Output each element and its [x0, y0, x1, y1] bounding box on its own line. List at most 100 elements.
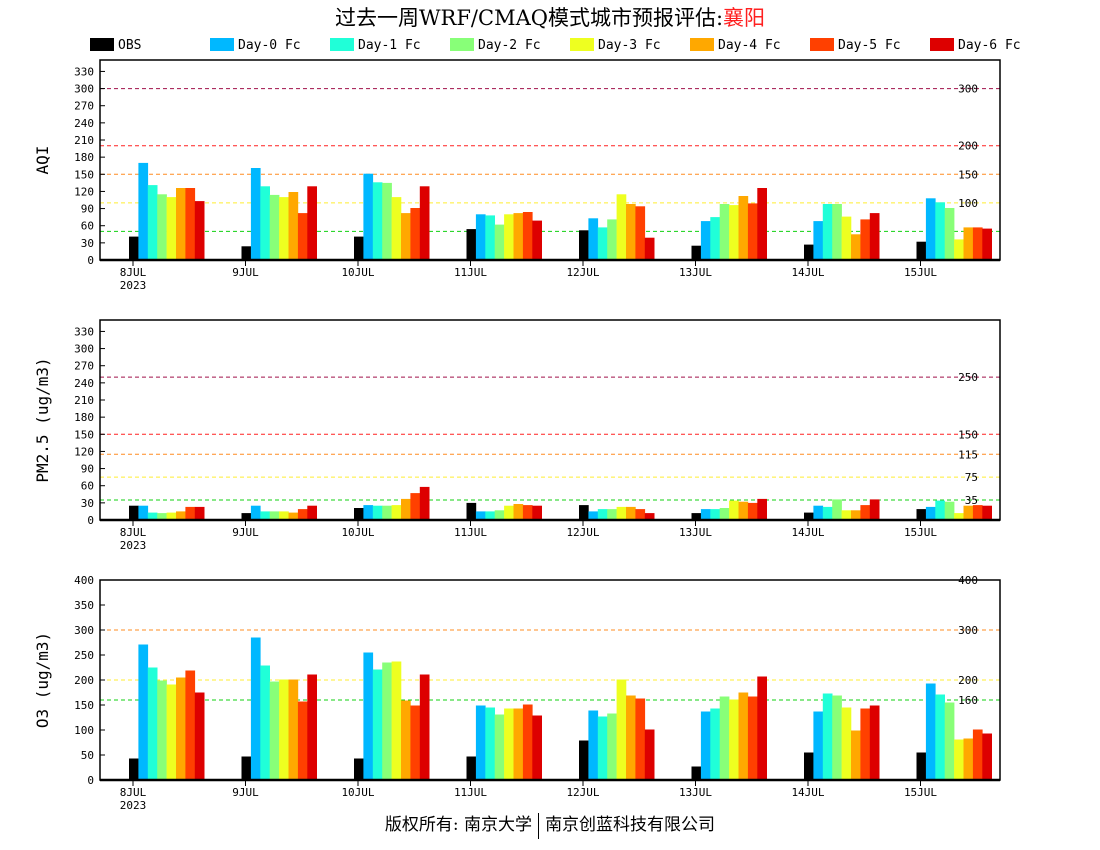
y-tick-label: 60 [81, 480, 94, 493]
bar-day-0-fc-13JUL [700, 509, 711, 520]
bar-day-6-fc-10JUL [419, 486, 430, 520]
bar-day-4-fc-15JUL [963, 738, 974, 780]
legend-label-7: Day-6 Fc [958, 38, 1021, 53]
y-tick-label: 0 [87, 254, 94, 267]
bar-day-3-fc-15JUL [954, 239, 964, 260]
bar-day-3-fc-9JUL [279, 679, 289, 780]
bar-day-3-fc-11JUL [504, 708, 514, 780]
bar-day-6-fc-9JUL [307, 505, 317, 520]
bar-day-6-fc-10JUL [419, 186, 430, 260]
bar-day-0-fc-8JUL [138, 505, 149, 520]
bar-day-6-fc-14JUL [869, 499, 880, 520]
reference-label-75: 75 [965, 471, 978, 484]
y-tick-label: 30 [81, 237, 94, 250]
bar-day-4-fc-13JUL [738, 692, 749, 780]
x-tick-label: 13JUL [679, 266, 712, 279]
bar-day-0-fc-11JUL [475, 214, 486, 260]
y-tick-label: 270 [74, 100, 94, 113]
reference-label-200: 200 [958, 140, 978, 153]
legend-swatch-7 [930, 38, 954, 51]
x-tick-label: 13JUL [679, 786, 712, 799]
bar-obs-13JUL [691, 513, 702, 520]
footer-left: 版权所有: 南京大学 [384, 815, 533, 835]
y-tick-label: 400 [74, 574, 94, 587]
bar-day-6-fc-15JUL [982, 505, 992, 520]
bar-day-2-fc-12JUL [607, 713, 617, 780]
bar-day-4-fc-10JUL [401, 213, 411, 260]
bar-day-6-fc-13JUL [757, 188, 767, 260]
bar-day-3-fc-12JUL [616, 194, 627, 260]
bar-day-3-fc-14JUL [841, 707, 852, 780]
bar-day-1-fc-11JUL [485, 215, 495, 260]
y-tick-label: 270 [74, 360, 94, 373]
y-axis-label: PM2.5 (ug/m3) [33, 357, 52, 482]
y-tick-label: 0 [87, 774, 94, 787]
x-tick-label: 15JUL [904, 266, 937, 279]
bar-day-3-fc-13JUL [729, 205, 739, 260]
bar-day-6-fc-8JUL [194, 506, 205, 520]
bar-day-1-fc-12JUL [597, 227, 608, 260]
bar-obs-11JUL [466, 502, 477, 520]
bar-day-3-fc-10JUL [391, 197, 402, 260]
x-tick-label: 13JUL [679, 526, 712, 539]
reference-label-250: 250 [958, 371, 978, 384]
bar-day-2-fc-9JUL [269, 194, 280, 260]
bar-day-3-fc-14JUL [841, 216, 852, 260]
bar-day-2-fc-8JUL [157, 680, 167, 780]
bar-obs-15JUL [916, 241, 927, 260]
bar-day-0-fc-10JUL [363, 652, 374, 780]
bar-obs-13JUL [691, 766, 702, 780]
reference-label-150: 150 [958, 168, 978, 181]
bar-day-5-fc-13JUL [747, 502, 758, 520]
bar-day-1-fc-9JUL [260, 511, 270, 520]
bar-day-6-fc-12JUL [644, 729, 655, 780]
y-tick-label: 180 [74, 151, 94, 164]
bar-day-4-fc-13JUL [738, 501, 749, 520]
bar-day-0-fc-10JUL [363, 505, 374, 520]
bar-day-5-fc-14JUL [860, 708, 871, 780]
bar-obs-11JUL [466, 229, 477, 260]
bar-day-0-fc-15JUL [925, 198, 936, 260]
bar-day-4-fc-8JUL [176, 677, 186, 780]
reference-label-300: 300 [958, 83, 978, 96]
bar-obs-10JUL [354, 236, 364, 260]
bar-day-1-fc-11JUL [485, 511, 495, 520]
bar-day-5-fc-11JUL [522, 704, 533, 780]
legend-label-1: Day-0 Fc [238, 38, 301, 53]
bar-obs-14JUL [804, 244, 814, 260]
x-year-label: 2023 [120, 279, 147, 292]
bar-day-5-fc-9JUL [297, 509, 308, 520]
bar-day-1-fc-12JUL [597, 509, 608, 520]
bar-day-2-fc-10JUL [382, 505, 392, 520]
bar-day-5-fc-14JUL [860, 505, 871, 520]
bar-day-6-fc-8JUL [194, 692, 205, 780]
bar-day-1-fc-9JUL [260, 186, 270, 260]
bar-day-5-fc-15JUL [972, 729, 983, 780]
bar-day-0-fc-15JUL [925, 683, 936, 780]
bar-day-0-fc-9JUL [250, 505, 261, 520]
bar-day-0-fc-9JUL [250, 637, 261, 780]
bar-day-2-fc-10JUL [382, 662, 392, 780]
bar-day-2-fc-14JUL [832, 204, 842, 260]
y-tick-label: 90 [81, 463, 94, 476]
bar-day-2-fc-14JUL [832, 695, 842, 780]
x-tick-label: 15JUL [904, 786, 937, 799]
bar-obs-8JUL [129, 505, 139, 520]
x-tick-label: 10JUL [341, 786, 374, 799]
bar-obs-10JUL [354, 758, 364, 780]
bar-day-2-fc-12JUL [607, 509, 617, 520]
bar-day-4-fc-8JUL [176, 511, 186, 520]
bar-day-1-fc-14JUL [822, 506, 833, 520]
reference-label-100: 100 [958, 197, 978, 210]
y-tick-label: 300 [74, 83, 94, 96]
bar-day-0-fc-8JUL [138, 162, 149, 260]
bar-day-5-fc-13JUL [747, 203, 758, 260]
bar-day-2-fc-9JUL [269, 681, 280, 780]
x-tick-label: 12JUL [566, 526, 599, 539]
bar-day-0-fc-12JUL [588, 710, 599, 780]
y-tick-label: 120 [74, 185, 94, 198]
bar-day-6-fc-11JUL [532, 505, 542, 520]
bar-obs-9JUL [241, 246, 252, 260]
y-tick-label: 150 [74, 428, 94, 441]
y-tick-label: 50 [81, 749, 94, 762]
